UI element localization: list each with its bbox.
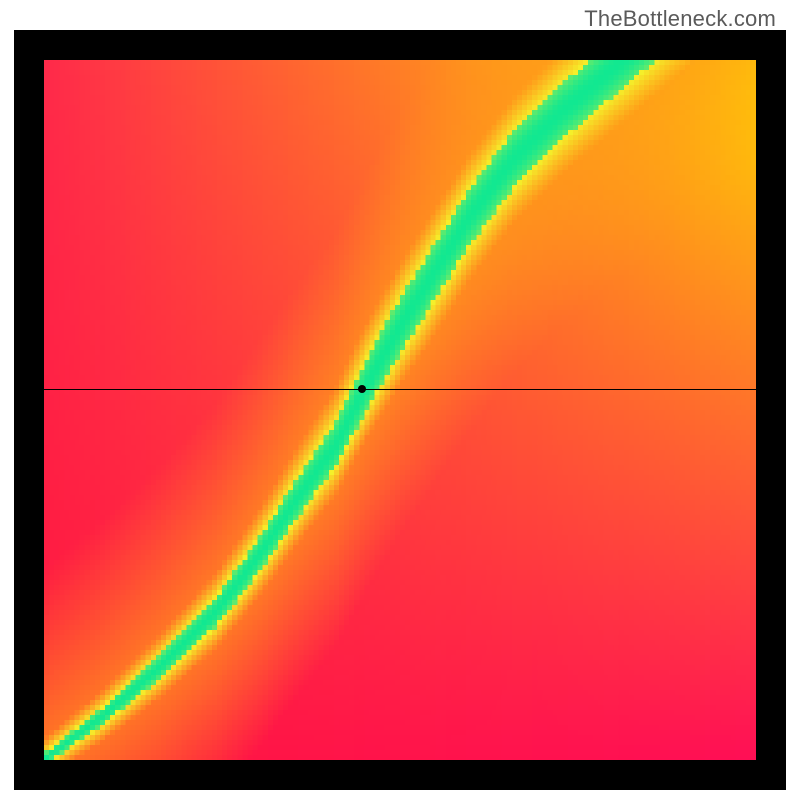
chart-frame — [14, 30, 786, 790]
crosshair-marker — [358, 385, 366, 393]
crosshair-horizontal — [44, 389, 756, 390]
watermark-text: TheBottleneck.com — [584, 6, 776, 32]
heatmap-canvas — [44, 60, 756, 760]
heatmap-plot — [44, 60, 756, 760]
chart-container: { "watermark": "TheBottleneck.com", "cha… — [0, 0, 800, 800]
